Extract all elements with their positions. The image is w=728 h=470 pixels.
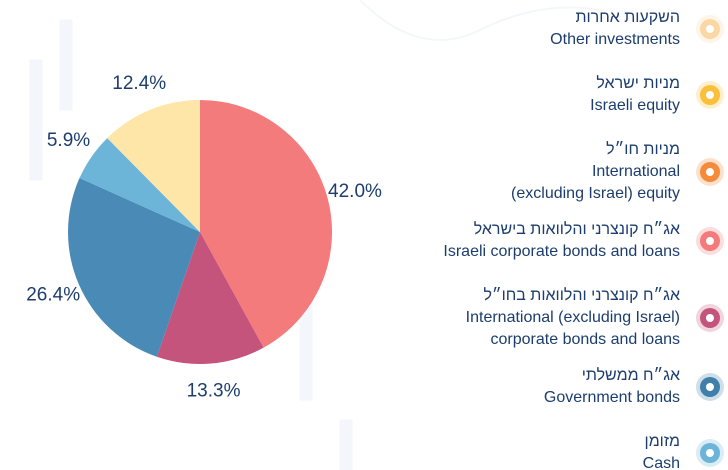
legend-english: Other investments — [550, 31, 680, 48]
legend-hebrew: אג״ח קונצרני והלוואות בחו״ל — [483, 286, 680, 304]
pie-slice — [79, 138, 200, 232]
legend-hebrew: אג״ח ממשלתי — [582, 366, 680, 384]
legend-english: Government bonds — [544, 389, 680, 406]
legend-hebrew: אג״ח קונצרני והלוואות בישראל — [474, 220, 680, 238]
legend-english: (excluding Israel) equity — [511, 185, 680, 202]
slice-label: 13.3% — [187, 380, 241, 401]
legend-english: International — [592, 163, 680, 180]
legend-english: International (excluding Israel) — [466, 309, 680, 326]
legend-icon-dot — [706, 449, 714, 457]
legend-icon-dot — [706, 168, 714, 176]
legend-english: Israeli equity — [590, 97, 680, 114]
pie-slice — [156, 232, 264, 364]
legend-english: corporate bonds and loans — [491, 331, 680, 348]
pie-slice — [107, 100, 200, 232]
legend-icon-dot — [706, 91, 714, 99]
legend-hebrew: מניות חו״ל — [606, 140, 680, 158]
legend-icon-dot — [706, 383, 714, 391]
pie-slice — [200, 100, 333, 348]
legend-english: Cash — [643, 455, 680, 470]
legend-icon-dot — [706, 237, 714, 245]
slice-label: 26.4% — [26, 285, 80, 306]
slice-label: 12.4% — [112, 73, 166, 94]
slice-label: 5.9% — [47, 130, 90, 151]
legend-hebrew: מזומן — [645, 433, 680, 450]
legend-icon-dot — [706, 314, 714, 322]
legend-hebrew: השקעות אחרות — [575, 9, 680, 26]
legend-english: Israeli corporate bonds and loans — [443, 243, 680, 260]
background-decoration — [29, 0, 601, 470]
slice-label: 42.0% — [328, 181, 382, 202]
legend-icon-dot — [706, 25, 714, 33]
legend-hebrew: מניות ישראל — [596, 74, 680, 92]
pie-slice — [68, 178, 200, 357]
